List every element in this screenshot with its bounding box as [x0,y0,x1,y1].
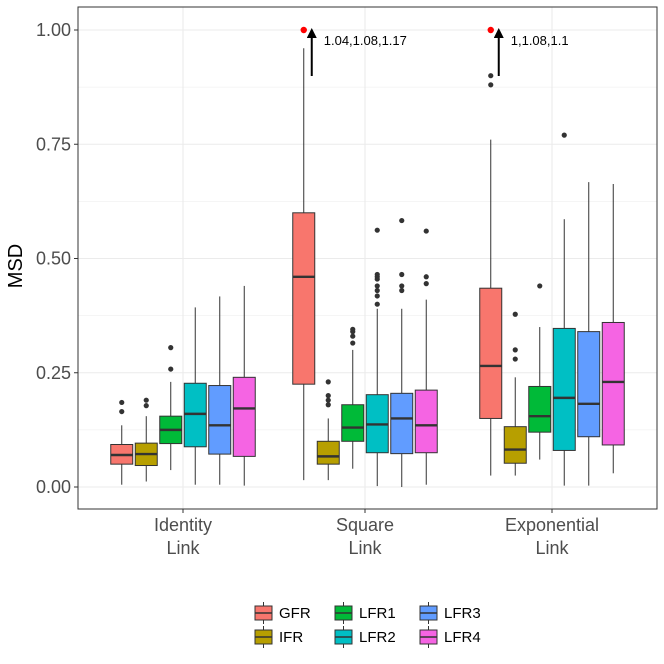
outlier-point [325,379,331,385]
outlier-point [168,345,174,351]
outlier-point [512,347,518,353]
outlier-point [423,274,429,280]
x-tick-label: Square Link [336,515,394,558]
outlier-point [168,366,174,372]
outlier-point [537,283,543,289]
outlier-point [143,397,149,403]
legend: GFR IFR LFR1 LFR2 LFR3 LFR4 [254,602,481,648]
outlier-point [325,402,331,408]
outlier-point [119,408,125,415]
legend-item-ifr: IFR [254,626,303,648]
box-ifr-group-3 [503,311,527,476]
capped-values-label: 1,1.08,1.1 [511,33,569,48]
outlier-point [374,227,380,233]
outlier-point [350,340,356,346]
outlier-point [325,393,331,399]
box-gfr-group-3: 1,1.08,1.1 [479,26,569,476]
capped-outlier-point [300,26,307,34]
y-tick-label: 0.50 [36,249,71,269]
legend-label: LFR2 [359,629,396,646]
box-iqr [552,327,576,451]
y-axis: 0.00 0.25 0.50 0.75 1.00 [36,20,78,497]
y-tick-label: 0.25 [36,363,71,383]
box-lfr4-group-3 [601,184,625,474]
box-iqr [292,212,316,385]
box-iqr [479,287,503,419]
box-ifr-group-1 [134,397,158,482]
outlier-point [512,311,518,317]
outlier-point [423,281,429,287]
box-lfr3-group-3 [577,182,601,486]
legend-item-gfr: GFR [254,602,311,624]
box-lfr4-group-1 [232,285,256,486]
outlier-point [399,287,405,294]
box-ifr-group-2 [316,379,340,481]
box-lfr2-group-1 [183,307,207,485]
box-iqr [232,376,256,457]
outlier-point [374,283,380,289]
legend-item-lfr1: LFR1 [334,602,396,624]
box-lfr1-group-1 [159,345,183,471]
outlier-point [374,271,380,278]
outlier-point [350,333,356,339]
box-iqr [601,321,625,446]
box-lfr3-group-2 [390,217,414,487]
outlier-point [325,397,331,403]
capped-outlier-point [487,26,494,34]
y-tick-label: 0.00 [36,477,71,497]
box-iqr [577,331,601,438]
outlier-point [561,132,567,138]
box-iqr [503,426,527,464]
outlier-point [350,326,356,332]
box-lfr3-group-1 [208,296,232,485]
outlier-point [374,293,380,299]
outlier-point [374,287,380,294]
box-lfr4-group-2 [414,228,438,485]
x-tick-label: Identity Link [154,515,212,558]
legend-label: LFR3 [444,605,481,622]
box-iqr [316,440,340,465]
outlier-point [423,228,429,234]
box-iqr [414,389,438,454]
legend-item-lfr3: LFR3 [419,602,481,624]
outlier-point [488,82,494,88]
legend-label: LFR1 [359,605,396,622]
outlier-point [119,399,125,406]
box-gfr-group-2: 1.04,1.08,1.17 [292,26,407,481]
gridlines [78,7,657,509]
box-iqr [208,385,232,455]
box-lfr1-group-3 [528,283,552,460]
box-gfr-group-1 [110,399,134,485]
box-lfr2-group-3 [552,132,576,486]
y-axis-title: MSD [5,244,27,288]
x-axis: Identity Link Square Link Exponential Link [154,509,599,558]
outlier-point [488,73,494,79]
outlier-point [399,217,405,224]
y-tick-label: 0.75 [36,134,71,154]
outlier-point [143,403,149,409]
outlier-point [399,283,405,289]
box-iqr [528,385,552,433]
legend-item-lfr2: LFR2 [334,626,396,648]
x-tick-label: Exponential Link [505,515,599,558]
box-lfr2-group-2 [365,227,389,487]
outlier-point [512,356,518,362]
outlier-point [399,271,405,278]
legend-label: LFR4 [444,629,481,646]
y-tick-label: 1.00 [36,20,71,40]
outlier-point [374,301,380,307]
box-iqr [390,392,414,455]
box-lfr1-group-2 [341,326,365,469]
capped-values-label: 1.04,1.08,1.17 [324,33,407,48]
legend-label: IFR [279,629,303,646]
legend-item-lfr4: LFR4 [419,626,481,648]
box-iqr [341,404,365,442]
legend-label: GFR [279,605,311,622]
boxes: 1.04,1.08,1.17 1,1.08,1.1 [110,26,625,487]
